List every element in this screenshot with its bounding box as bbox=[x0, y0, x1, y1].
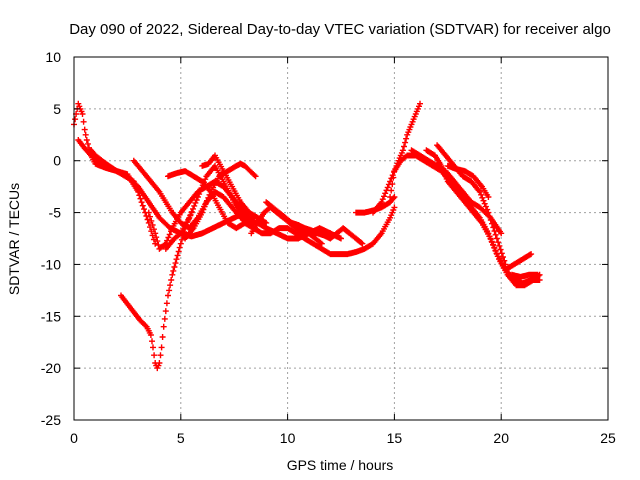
y-axis-tick-labels: 10 5 0 -5 -10 -15 -20 -25 bbox=[41, 49, 61, 428]
y-tick-label: -10 bbox=[41, 256, 61, 272]
x-tick-label: 20 bbox=[493, 430, 509, 446]
y-axis-label: SDTVAR / TECUs bbox=[6, 183, 22, 295]
x-tick-label: 15 bbox=[387, 430, 403, 446]
series-arc-14 bbox=[295, 225, 344, 242]
series-arc-11 bbox=[241, 204, 398, 258]
series-arc-22 bbox=[451, 178, 505, 237]
data-point-markers bbox=[444, 162, 492, 200]
x-axis-tick-labels: 0 5 10 15 20 25 bbox=[70, 430, 616, 446]
x-tick-label: 5 bbox=[177, 430, 185, 446]
y-tick-label: 0 bbox=[53, 153, 61, 169]
data-point-markers bbox=[502, 251, 535, 273]
chart-title: Day 090 of 2022, Sidereal Day-to-day VTE… bbox=[69, 21, 611, 38]
y-tick-label: -15 bbox=[41, 308, 61, 324]
data-point-markers bbox=[118, 209, 195, 372]
series-arc-6 bbox=[118, 209, 195, 372]
data-point-markers bbox=[423, 147, 543, 289]
series-arc-23 bbox=[502, 251, 535, 273]
axis-ticks bbox=[73, 56, 609, 421]
y-tick-label: -20 bbox=[41, 360, 61, 376]
x-tick-label: 0 bbox=[70, 430, 78, 446]
data-point-markers bbox=[241, 204, 398, 258]
series-arc-7 bbox=[162, 162, 259, 252]
data-point-markers bbox=[295, 225, 344, 242]
data-point-markers bbox=[162, 162, 259, 252]
x-tick-label: 10 bbox=[280, 430, 296, 446]
plot-frame bbox=[73, 56, 609, 421]
y-tick-label: -5 bbox=[49, 205, 62, 221]
series-arc-3 bbox=[88, 147, 248, 240]
series-arc-24 bbox=[508, 271, 541, 280]
data-point-markers bbox=[508, 271, 541, 280]
x-axis-label: GPS time / hours bbox=[287, 457, 394, 473]
y-tick-label: 5 bbox=[53, 101, 61, 117]
y-tick-label: 10 bbox=[45, 49, 61, 65]
series-arc-21 bbox=[444, 162, 492, 200]
data-point-markers bbox=[451, 178, 505, 237]
data-point-markers bbox=[88, 147, 248, 240]
y-tick-label: -25 bbox=[41, 412, 61, 428]
series-arc-19 bbox=[423, 147, 543, 289]
x-tick-label: 25 bbox=[600, 430, 616, 446]
data-points bbox=[71, 100, 543, 372]
